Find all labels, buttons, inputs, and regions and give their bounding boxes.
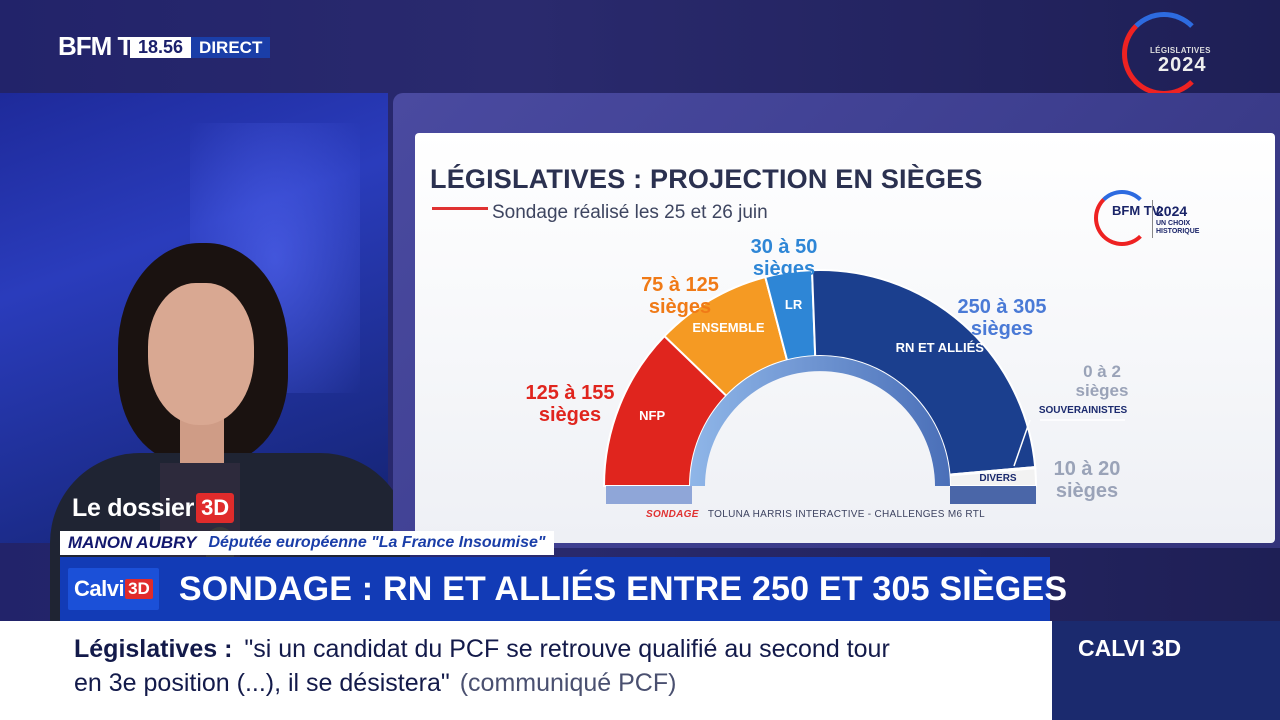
program-name: CALVI 3D xyxy=(1078,635,1182,661)
speaker-namebar: MANON AUBRY Députée européenne "La Franc… xyxy=(60,531,554,555)
segment-label-lr: LR xyxy=(784,296,803,312)
souverainistes-unit: sièges xyxy=(1075,381,1129,400)
show-3d-badge: 3D xyxy=(125,579,153,599)
dossier-3d-badge: 3D xyxy=(196,493,235,523)
speaker-role: Députée européenne "La France Insoumise" xyxy=(208,534,546,551)
souverainistes-pointer xyxy=(1013,419,1031,467)
live-clock: 18.56 DIRECT xyxy=(130,37,271,58)
elections-year: 2024 xyxy=(1158,54,1207,76)
lr-range: 30 à 50 xyxy=(750,236,818,258)
badge-logo: BFM TV. xyxy=(1112,203,1163,218)
source-label: SONDAGE xyxy=(646,509,699,520)
divers-unit: sièges xyxy=(1055,480,1119,502)
live-badge: DIRECT xyxy=(191,37,271,58)
divers-seats-label: 10 à 20 sièges xyxy=(1042,458,1132,502)
clock-time: 18.56 xyxy=(138,37,184,57)
segment-label-souverainistes: SOUVERAINISTES xyxy=(1038,405,1128,416)
badge-ring-icon xyxy=(1094,190,1150,246)
hemicycle-base-left xyxy=(606,486,692,504)
segment-label-divers: DIVERS xyxy=(979,473,1017,484)
news-ticker: Législatives : "si un candidat du PCF se … xyxy=(0,621,1280,720)
nfp-seats-label: 125 à 155 sièges xyxy=(520,382,620,426)
rn-seats-label: 250 à 305 sièges xyxy=(942,296,1062,340)
chart-subtitle: Sondage réalisé les 25 et 26 juin xyxy=(492,202,768,223)
segment-label-rn-et-alli-s: RN ET ALLIÉS xyxy=(895,340,984,356)
lr-seats-label: 30 à 50 sièges xyxy=(740,236,828,280)
headline-bar: Calvi 3D SONDAGE : RN ET ALLIÉS ENTRE 25… xyxy=(60,557,1067,621)
ensemble-unit: sièges xyxy=(648,296,712,318)
show-logo: Calvi 3D xyxy=(68,568,159,610)
souverainistes-seats-label: 0 à 2 sièges xyxy=(1072,362,1132,400)
ticker-line-2: en 3e position (...), il se désistera" (c… xyxy=(74,669,676,698)
dossier-label: Le dossier xyxy=(72,493,195,522)
badge-caption: UN CHOIX HISTORIQUE xyxy=(1156,220,1200,235)
ensemble-seats-label: 75 à 125 sièges xyxy=(630,274,730,318)
badge-divider xyxy=(1152,200,1153,238)
hemicycle-base-right xyxy=(950,486,1036,504)
hemicycle-inner-arc xyxy=(690,356,950,486)
lr-unit: sièges xyxy=(752,258,816,280)
source-text: TOLUNA HARRIS INTERACTIVE - CHALLENGES M… xyxy=(707,509,986,520)
badge-year: 2024 xyxy=(1156,203,1188,219)
ensemble-range: 75 à 125 xyxy=(641,274,719,296)
rn-unit: sièges xyxy=(970,318,1034,340)
ticker-quote-1: "si un candidat du PCF se retrouve quali… xyxy=(244,635,890,663)
souverainistes-range: 0 à 2 xyxy=(1083,362,1121,381)
speaker-name: MANON AUBRY xyxy=(68,533,197,552)
segment-label-ensemble: ENSEMBLE xyxy=(692,319,765,335)
segment-label-nfp: NFP xyxy=(639,408,666,424)
dossier-tag: Le dossier 3D xyxy=(72,491,235,525)
rn-range: 250 à 305 xyxy=(957,296,1047,318)
chart-badge: BFM TV. 2024 UN CHOIX HISTORIQUE xyxy=(1094,190,1212,250)
speaker-face xyxy=(148,283,254,425)
divers-range: 10 à 20 xyxy=(1053,458,1121,480)
nfp-range: 125 à 155 xyxy=(525,382,615,404)
title-accent xyxy=(432,207,488,210)
chart-title: LÉGISLATIVES : PROJECTION EN SIÈGES xyxy=(430,164,983,194)
elections-small-label: LÉGISLATIVES xyxy=(1150,46,1211,55)
ticker-topic: Législatives : xyxy=(74,635,233,663)
chart-source: SONDAGE TOLUNA HARRIS INTERACTIVE - CHAL… xyxy=(646,509,985,520)
nfp-unit: sièges xyxy=(538,404,602,426)
ticker-source: (communiqué PCF) xyxy=(459,669,677,697)
headline-text: SONDAGE : RN ET ALLIÉS ENTRE 250 ET 305 … xyxy=(178,569,1068,608)
show-name: Calvi xyxy=(74,576,125,601)
ticker-quote-2: en 3e position (...), il se désistera" xyxy=(74,669,450,697)
ticker-line-1: Législatives : "si un candidat du PCF se … xyxy=(74,635,890,664)
program-box: CALVI 3D xyxy=(1052,621,1280,720)
